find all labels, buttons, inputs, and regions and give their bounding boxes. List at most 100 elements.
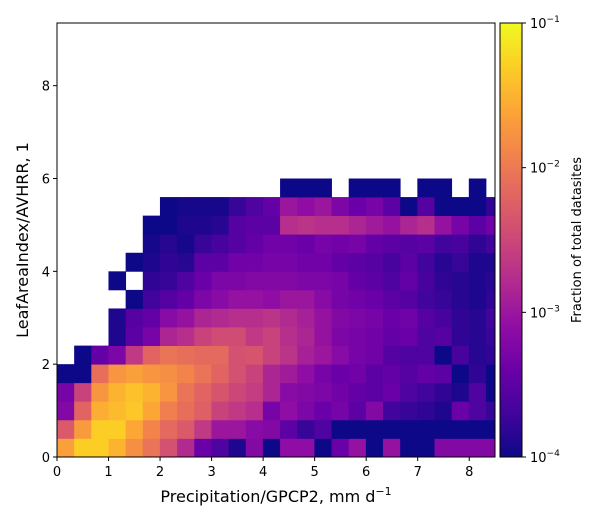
heatmap-cell (314, 364, 332, 384)
heatmap-cell (400, 364, 418, 384)
x-tick-label: 0 (53, 465, 61, 480)
heatmap-cell (417, 271, 435, 291)
plot-frame (56, 22, 496, 458)
heatmap-cell (434, 438, 453, 458)
heatmap-cell (434, 382, 453, 402)
heatmap-cell (194, 438, 212, 458)
heatmap-cell (451, 419, 470, 439)
heatmap-cell (383, 419, 401, 439)
heatmap-cell (211, 215, 229, 235)
heatmap-cell (485, 271, 496, 291)
heatmap-cell (245, 308, 264, 328)
y-tick-label: 6 (42, 172, 50, 187)
heatmap-cell (417, 178, 435, 198)
heatmap-cell (434, 252, 453, 272)
heatmap-cell (417, 308, 435, 328)
heatmap-cell (417, 327, 435, 346)
heatmap-cell (245, 438, 264, 458)
heatmap-cell (383, 271, 401, 291)
heatmap-cell (74, 364, 92, 384)
heatmap-cell (57, 364, 75, 384)
heatmap-cell (348, 438, 367, 458)
heatmap-cell (125, 345, 144, 365)
heatmap-cell (400, 234, 418, 254)
heatmap-cell (159, 289, 178, 309)
heatmap-cell (365, 308, 384, 328)
heatmap-cell (485, 364, 496, 384)
heatmap-cell (383, 345, 401, 365)
heatmap-cell (74, 345, 92, 365)
heatmap-cell (194, 327, 212, 346)
heatmap-cell (57, 438, 75, 458)
heatmap-cell (142, 215, 161, 235)
x-axis-label-exponent: −1 (375, 485, 391, 498)
heatmap-cell (314, 419, 332, 439)
heatmap-cell (331, 419, 350, 439)
heatmap-cell (194, 271, 212, 291)
heatmap-cell (297, 178, 315, 198)
heatmap-cell (365, 197, 384, 217)
heatmap-cell (365, 419, 384, 439)
heatmap-cell (400, 289, 418, 309)
heatmap-cell (365, 345, 384, 365)
heatmap-cell (280, 419, 298, 439)
heatmap-cell (314, 438, 332, 458)
heatmap-cell (383, 382, 401, 402)
heatmap-cell (211, 419, 229, 439)
heatmap-cell (228, 382, 247, 402)
heatmap-cell (383, 234, 401, 254)
heatmap-cell (108, 364, 127, 384)
heatmap-cell (211, 252, 229, 272)
heatmap-cell (383, 308, 401, 328)
heatmap-cell (383, 401, 401, 421)
heatmap-cell (383, 252, 401, 272)
heatmap-cell (228, 345, 247, 365)
heatmap-cell (400, 327, 418, 346)
heatmap-cell (297, 419, 315, 439)
heatmap-cell (348, 327, 367, 346)
heatmap-cell (383, 215, 401, 235)
heatmap-cell (331, 382, 350, 402)
heatmap-cell (177, 197, 195, 217)
heatmap-cell (417, 215, 435, 235)
heatmap-cell (314, 289, 332, 309)
y-tick-label: 0 (42, 451, 50, 466)
y-tick-label: 4 (42, 265, 50, 280)
heatmap-cell (400, 252, 418, 272)
x-tick-label: 7 (414, 465, 422, 480)
heatmap-cell (159, 234, 178, 254)
heatmap-cell (451, 215, 470, 235)
heatmap-cell (434, 197, 453, 217)
heatmap-cell (245, 401, 264, 421)
heatmap-cell (262, 308, 281, 328)
heatmap-cell (314, 382, 332, 402)
heatmap-cell (194, 364, 212, 384)
heatmap-cell (468, 197, 487, 217)
colorbar-label: Fraction of total datasites (570, 157, 585, 323)
heatmap-cell (177, 308, 195, 328)
heatmap-cell (451, 438, 470, 458)
heatmap-cell (417, 364, 435, 384)
heatmap-cell (108, 401, 127, 421)
heatmap-cell (91, 419, 109, 439)
x-axis-label: Precipitation/GPCP2, mm d−1 (160, 485, 391, 506)
heatmap-cell (125, 382, 144, 402)
heatmap-cell (314, 252, 332, 272)
heatmap-cell (194, 401, 212, 421)
heatmap-cell (400, 308, 418, 328)
heatmap-cell (262, 234, 281, 254)
heatmap-cell (91, 401, 109, 421)
heatmap-cell (57, 401, 75, 421)
heatmap-cell (228, 252, 247, 272)
heatmap-cell (485, 327, 496, 346)
heatmap-cell (211, 271, 229, 291)
heatmap-cell (348, 271, 367, 291)
heatmap-cell (451, 252, 470, 272)
heatmap-cell (314, 197, 332, 217)
heatmap-cell (177, 271, 195, 291)
heatmap-cell (297, 234, 315, 254)
heatmap-cell (348, 215, 367, 235)
heatmap-cell (314, 178, 332, 198)
heatmap-cell (468, 401, 487, 421)
